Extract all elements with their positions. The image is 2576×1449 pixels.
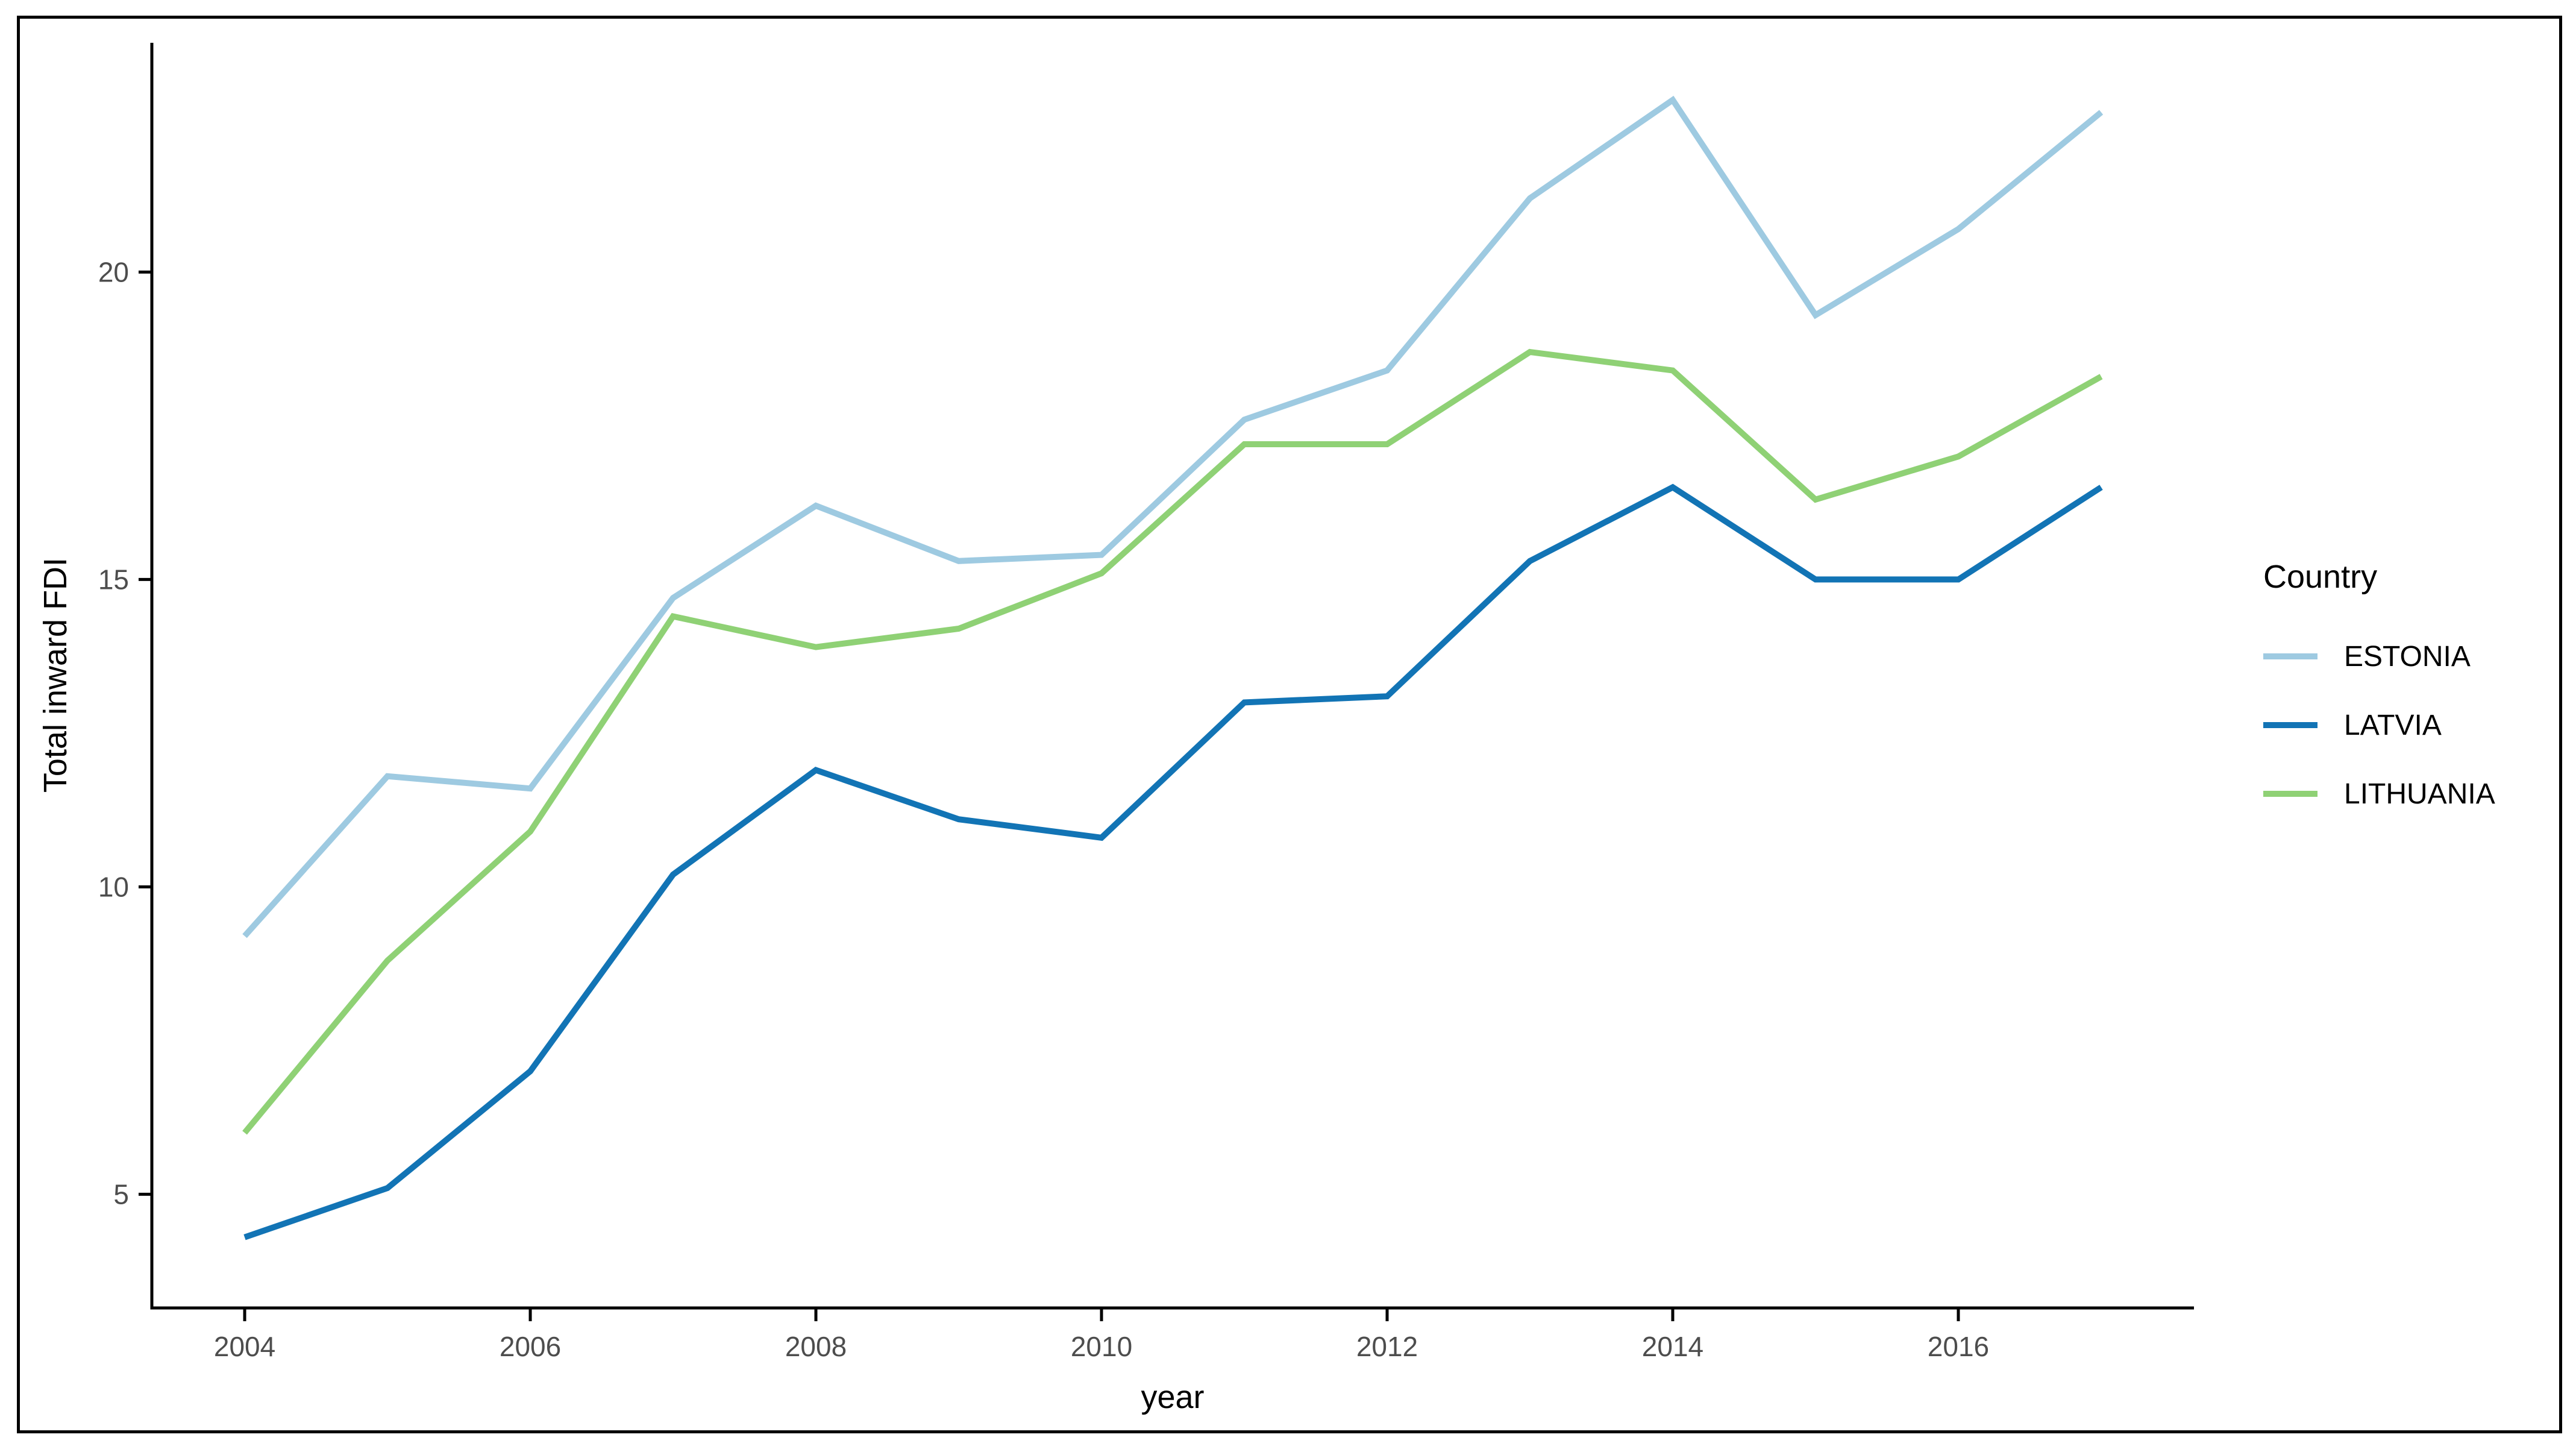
series-line-estonia [242, 95, 2104, 938]
y-tick-label: 5 [113, 1178, 129, 1210]
legend-title: Country [2263, 559, 2378, 595]
legend-key-line-lithuania [2263, 791, 2317, 797]
legend: Country ESTONIA LATVIA LITHUANIA [2263, 558, 2495, 845]
x-tick-label: 2006 [500, 1331, 561, 1362]
legend-item-estonia: ESTONIA [2263, 639, 2495, 674]
legend-item-latvia: LATVIA [2263, 708, 2495, 743]
legend-key-line-estonia [2263, 653, 2317, 659]
x-tick-label: 2004 [214, 1331, 275, 1362]
y-tick-label: 15 [98, 564, 129, 595]
legend-label: LATVIA [2344, 709, 2442, 741]
series-line-latvia [243, 483, 2103, 1240]
x-tick-label: 2012 [1356, 1331, 1418, 1362]
legend-label: LITHUANIA [2344, 778, 2495, 810]
x-axis-title: year [1141, 1379, 1205, 1415]
x-tick-label: 2010 [1071, 1331, 1132, 1362]
x-tick-label: 2016 [1928, 1331, 1989, 1362]
legend-item-lithuania: LITHUANIA [2263, 776, 2495, 811]
y-tick-label: 10 [98, 871, 129, 902]
y-axis-title: Total inward FDI [37, 557, 74, 793]
series-line-lithuania [242, 348, 2103, 1135]
legend-label: ESTONIA [2344, 640, 2471, 673]
legend-key-line-latvia [2263, 722, 2317, 728]
y-tick-label: 20 [98, 256, 129, 288]
x-tick-label: 2008 [785, 1331, 847, 1362]
x-tick-label: 2014 [1642, 1331, 1703, 1362]
legend-items: ESTONIA LATVIA LITHUANIA [2263, 639, 2495, 811]
